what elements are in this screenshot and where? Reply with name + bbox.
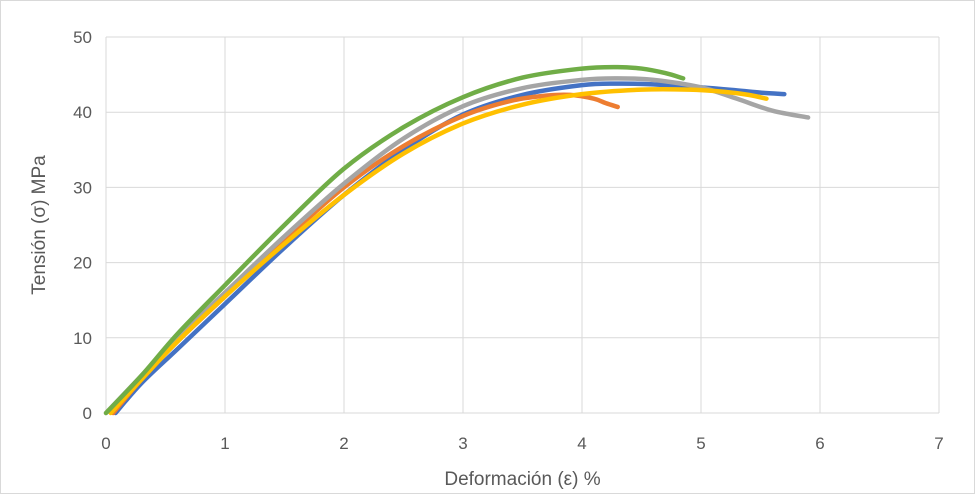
y-tick-label: 40 <box>73 103 92 122</box>
series-line-3 <box>103 76 811 416</box>
y-tick-labels: 0 10 20 30 40 50 <box>73 28 92 423</box>
series-line-4 <box>108 86 769 416</box>
y-tick-label: 50 <box>73 28 92 47</box>
y-tick-label: 30 <box>73 178 92 197</box>
y-tick-label: 10 <box>73 329 92 348</box>
x-tick-label: 5 <box>696 434 705 453</box>
y-tick-label: 20 <box>73 254 92 273</box>
x-tick-label: 2 <box>339 434 348 453</box>
x-tick-label: 4 <box>577 434 586 453</box>
x-axis-title: Deformación (ε) % <box>444 469 600 490</box>
x-tick-label: 6 <box>815 434 824 453</box>
x-tick-label: 7 <box>934 434 943 453</box>
x-tick-label: 1 <box>220 434 229 453</box>
x-tick-labels: 0 1 2 3 4 5 6 7 <box>101 434 943 453</box>
y-axis-title: Tensión (σ) MPa <box>29 155 50 295</box>
series-line-1 <box>113 81 787 416</box>
x-tick-label: 0 <box>101 434 110 453</box>
series-line-5 <box>103 64 686 416</box>
y-tick-label: 0 <box>83 404 92 423</box>
series-group <box>103 64 811 416</box>
x-tick-label: 3 <box>458 434 467 453</box>
series-line-2 <box>110 92 620 416</box>
